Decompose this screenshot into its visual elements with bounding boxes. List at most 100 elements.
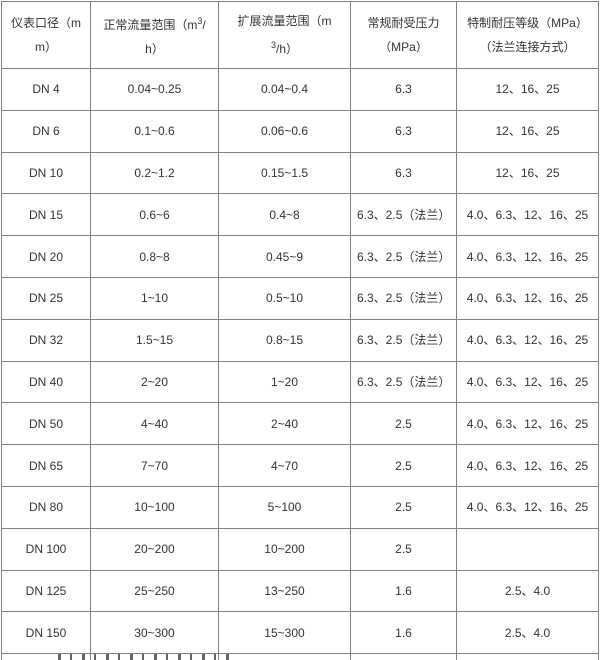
special-pressure-cell: 4.0、6.3、12、16、25 <box>456 235 599 278</box>
special-pressure-cell: 2.5、4.0 <box>456 569 599 613</box>
table-row: DN 80 10~100 5~100 2.5 4.0、6.3、12、16、25 <box>1 485 599 529</box>
table-row: DN 50 4~40 2~40 2.5 4.0、6.3、12、16、25 <box>1 402 599 446</box>
table-row: DN 32 1.5~15 0.8~15 6.3、2.5（法兰） 4.0、6.3、12、1… <box>1 318 599 362</box>
special-pressure-cell: 4.0、6.3、12、16、25 <box>456 444 599 487</box>
header-extended-flow-label-pre: 扩展流量范围（m <box>237 14 332 28</box>
extended-flow-cell: 0.06~0.6 <box>218 109 351 153</box>
table-row: DN 25 1~10 0.5~10 6.3、2.5（法兰） 4.0、6.3、12、16、… <box>1 276 599 320</box>
standard-pressure-cell: 6.3、2.5（法兰） <box>350 276 457 320</box>
table-row: DN 65 7~70 4~70 2.5 4.0、6.3、12、16、25 <box>1 444 599 487</box>
normal-flow-cell: 1.5~15 <box>90 318 219 362</box>
diameter-cell: DN 80 <box>1 485 91 529</box>
standard-pressure-cell: 2.5 <box>350 402 457 446</box>
table-row: DN 10 0.2~1.2 0.15~1.5 6.3 12、16、25 <box>1 151 599 195</box>
table-row: DN 6 0.1~0.6 0.06~0.6 6.3 12、16、25 <box>1 109 599 153</box>
standard-pressure-cell: 1.6 <box>350 569 457 613</box>
diameter-cell: DN 20 <box>1 235 91 278</box>
normal-flow-cell: 0.6~6 <box>90 193 219 237</box>
header-extended-flow-range: 扩展流量范围（m 3/h） <box>218 1 351 69</box>
extended-flow-cell: 15~300 <box>218 611 351 655</box>
extended-flow-cell: 5~100 <box>218 485 351 529</box>
special-pressure-cell: 12、16、25 <box>456 109 599 153</box>
normal-flow-cell: 0.04~0.25 <box>90 68 219 111</box>
superscript-3: 3 <box>197 16 203 26</box>
superscript-3: 3 <box>270 40 276 50</box>
extended-flow-cell: 2~40 <box>218 402 351 446</box>
diameter-cell: DN 100 <box>1 527 91 571</box>
standard-pressure-cell: 6.3 <box>350 109 457 153</box>
diameter-cell: DN 32 <box>1 318 91 362</box>
normal-flow-cell: 0.8~8 <box>90 235 219 278</box>
extended-flow-cell: 40~800 <box>218 653 351 660</box>
extended-flow-cell: 4~70 <box>218 444 351 487</box>
standard-pressure-cell: 6.3 <box>350 151 457 195</box>
standard-pressure-cell: 1.6 <box>350 611 457 655</box>
cropped-caption-remnant <box>58 654 236 660</box>
normal-flow-cell: 7~70 <box>90 444 219 487</box>
special-pressure-cell: 4.0、6.3、12、16、25 <box>456 360 599 404</box>
standard-pressure-cell: 2.5 <box>350 485 457 529</box>
normal-flow-cell: 4~40 <box>90 402 219 446</box>
standard-pressure-cell: 2.5 <box>350 527 457 571</box>
standard-pressure-cell: 6.3 <box>350 68 457 111</box>
diameter-cell: DN 125 <box>1 569 91 613</box>
special-pressure-cell <box>456 527 599 571</box>
normal-flow-cell: 0.2~1.2 <box>90 151 219 195</box>
table-row: DN 150 30~300 15~300 1.6 2.5、4.0 <box>1 611 599 655</box>
extended-flow-cell: 0.8~15 <box>218 318 351 362</box>
diameter-cell: DN 50 <box>1 402 91 446</box>
special-pressure-cell: 4.0、6.3、12、16、25 <box>456 193 599 237</box>
extended-flow-cell: 13~250 <box>218 569 351 613</box>
special-pressure-cell: 4.0、6.3、12、16、25 <box>456 402 599 446</box>
diameter-cell: DN 25 <box>1 276 91 320</box>
normal-flow-cell: 1~10 <box>90 276 219 320</box>
table-row: DN 125 25~250 13~250 1.6 2.5、4.0 <box>1 569 599 613</box>
header-extended-flow-label-post: /h） <box>276 42 299 56</box>
table-header: 仪表口径（mm） 正常流量范围（m3/h） 扩展流量范围（m 3/h） 常规耐受压… <box>1 1 599 69</box>
header-normal-flow-label-pre: 正常流量范围（m <box>103 18 198 32</box>
extended-flow-cell: 0.15~1.5 <box>218 151 351 195</box>
extended-flow-cell: 0.4~8 <box>218 193 351 237</box>
normal-flow-cell: 2~20 <box>90 360 219 404</box>
standard-pressure-cell: 2.5 <box>350 444 457 487</box>
extended-flow-cell: 0.04~0.4 <box>218 68 351 111</box>
special-pressure-cell: 4.0、6.3、12、16、25 <box>456 318 599 362</box>
standard-pressure-cell: 6.3、2.5（法兰） <box>350 235 457 278</box>
header-diameter-label: 仪表口径（mm） <box>11 16 81 54</box>
header-row: 仪表口径（mm） 正常流量范围（m3/h） 扩展流量范围（m 3/h） 常规耐受压… <box>1 1 599 69</box>
header-diameter: 仪表口径（mm） <box>1 1 91 69</box>
diameter-cell: DN 6 <box>1 109 91 153</box>
header-standard-pressure: 常规耐受压力（MPa） <box>350 1 457 69</box>
diameter-cell: DN 40 <box>1 360 91 404</box>
header-special-pressure-label: 特制耐压等级（MPa）（法兰连接方式） <box>467 16 588 54</box>
diameter-cell: DN 150 <box>1 611 91 655</box>
table-row: DN 20 0.8~8 0.45~9 6.3、2.5（法兰） 4.0、6.3、12、16… <box>1 235 599 278</box>
special-pressure-cell: 2.5、4.0 <box>456 611 599 655</box>
header-standard-pressure-label: 常规耐受压力（MPa） <box>367 16 440 54</box>
standard-pressure-cell: 6.3、2.5（法兰） <box>350 318 457 362</box>
table-body: DN 4 0.04~0.25 0.04~0.4 6.3 12、16、25 DN 6 0.1~… <box>1 68 599 660</box>
standard-pressure-cell: 6.3、2.5（法兰） <box>350 360 457 404</box>
extended-flow-cell: 0.5~10 <box>218 276 351 320</box>
normal-flow-cell: 30~300 <box>90 611 219 655</box>
normal-flow-cell: 0.1~0.6 <box>90 109 219 153</box>
extended-flow-cell: 1~20 <box>218 360 351 404</box>
standard-pressure-cell: 1.6 <box>350 653 457 660</box>
diameter-cell: DN 65 <box>1 444 91 487</box>
extended-flow-cell: 10~200 <box>218 527 351 571</box>
normal-flow-cell: 10~100 <box>90 485 219 529</box>
special-pressure-cell: 2.5、4.0 <box>456 653 599 660</box>
diameter-cell: DN 15 <box>1 193 91 237</box>
diameter-cell: DN 4 <box>1 68 91 111</box>
special-pressure-cell: 12、16、25 <box>456 151 599 195</box>
header-normal-flow-range: 正常流量范围（m3/h） <box>90 1 219 69</box>
extended-flow-cell: 0.45~9 <box>218 235 351 278</box>
special-pressure-cell: 12、16、25 <box>456 68 599 111</box>
special-pressure-cell: 4.0、6.3、12、16、25 <box>456 485 599 529</box>
table-row: DN 100 20~200 10~200 2.5 <box>1 527 599 571</box>
table-row: DN 15 0.6~6 0.4~8 6.3、2.5（法兰） 4.0、6.3、12、16、… <box>1 193 599 237</box>
table-row: DN 4 0.04~0.25 0.04~0.4 6.3 12、16、25 <box>1 68 599 111</box>
normal-flow-cell: 20~200 <box>90 527 219 571</box>
header-special-pressure: 特制耐压等级（MPa）（法兰连接方式） <box>456 1 599 69</box>
